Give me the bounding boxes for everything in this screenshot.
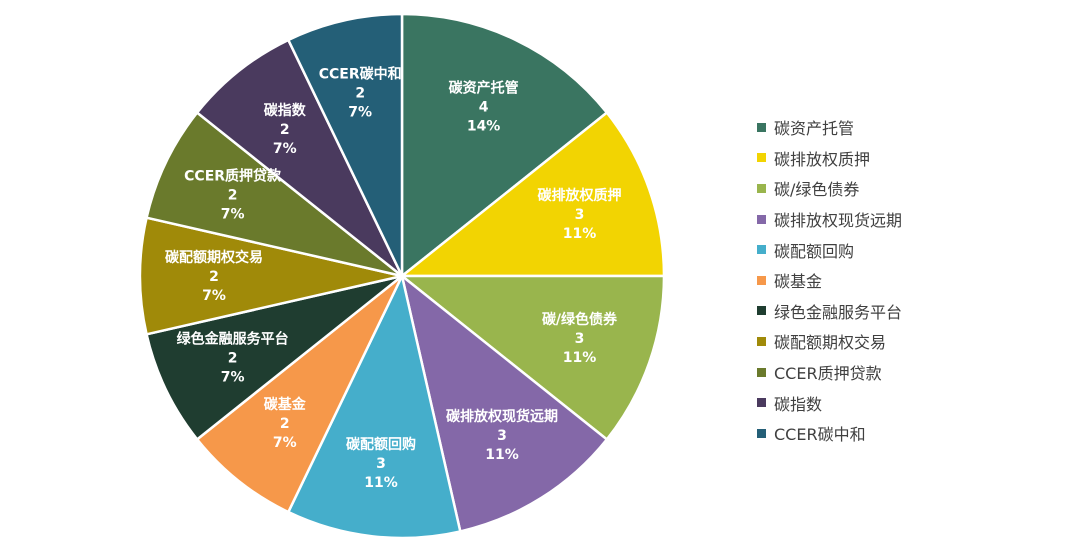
legend-swatch-3: [757, 214, 766, 224]
legend-item-5: 碳基金: [757, 265, 902, 296]
legend-label-8: CCER质押贷款: [774, 364, 882, 384]
slice-5-label: 碳基金: [264, 396, 307, 413]
pie-slice-labels: 碳资产托管 4 14% 碳排放权质押 3 11% 碳/绿色债券 3 11% 碳排放权现货远期 3 11…: [165, 66, 622, 491]
legend-item-4: 碳配额回购: [757, 234, 902, 265]
legend-label-0: 碳资产托管: [774, 119, 855, 139]
legend-swatch-10: [757, 428, 766, 438]
slice-0-label: 碳资产托管: [449, 80, 519, 97]
legend-item-7: 碳配额期权交易: [757, 326, 902, 357]
slice-8-value: 2: [228, 187, 238, 203]
slice-5-value: 2: [280, 416, 290, 432]
slice-5-percent: 7%: [273, 435, 297, 451]
slice-7-percent: 7%: [202, 288, 226, 304]
pie-slice-10: [287, 12, 404, 278]
pie-slice-2: [400, 274, 666, 441]
slice-1-percent: 11%: [563, 226, 597, 242]
legend-label-7: 碳配额期权交易: [774, 333, 887, 353]
slice-3-value: 3: [497, 428, 507, 444]
legend-swatch-2: [757, 183, 766, 193]
legend-item-6: 绿色金融服务平台: [757, 296, 902, 327]
pie-slice-7: [138, 216, 404, 336]
slice-4-label: 碳配额回购: [346, 436, 416, 453]
slice-8-label: CCER质押贷款: [184, 167, 282, 184]
slice-4-percent: 11%: [364, 475, 398, 491]
pie-slice-3: [400, 274, 609, 533]
legend-swatch-0: [757, 122, 766, 132]
pie-slice-8: [145, 111, 404, 278]
legend-label-10: CCER碳中和: [774, 425, 866, 445]
legend-swatch-7: [757, 336, 766, 346]
legend-item-10: CCER碳中和: [757, 418, 902, 449]
pie-slice-6: [145, 274, 404, 441]
slice-9-percent: 7%: [273, 141, 297, 157]
legend-label-3: 碳排放权现货远期: [774, 211, 903, 231]
legend-swatch-1: [757, 153, 766, 163]
slice-2-value: 3: [575, 331, 585, 347]
legend-swatch-4: [757, 245, 766, 255]
slice-6-percent: 7%: [221, 370, 245, 386]
legend-item-1: 碳排放权质押: [757, 143, 902, 174]
pie-slice-9: [195, 38, 404, 278]
slice-10-label: CCER碳中和: [319, 66, 402, 83]
pie-slice-4: [287, 274, 462, 540]
legend-label-2: 碳/绿色债券: [774, 180, 860, 200]
pie-slices: [138, 12, 666, 540]
legend-label-9: 碳指数: [774, 394, 823, 414]
slice-8-percent: 7%: [221, 206, 245, 222]
slice-6-label: 绿色金融服务平台: [177, 331, 289, 348]
slice-2-percent: 11%: [563, 350, 597, 366]
legend-swatch-6: [757, 306, 766, 316]
legend-label-5: 碳基金: [774, 272, 823, 292]
legend-label-4: 碳配额回购: [774, 241, 855, 261]
slice-7-value: 2: [209, 269, 219, 285]
legend-item-8: CCER质押贷款: [757, 357, 902, 388]
pie-slice-0: [400, 12, 609, 278]
slice-4-value: 3: [376, 456, 386, 472]
slice-1-value: 3: [575, 207, 585, 223]
slice-7-label: 碳配额期权交易: [165, 249, 263, 266]
legend-item-2: 碳/绿色债券: [757, 173, 902, 204]
slice-3-percent: 11%: [485, 447, 519, 463]
slice-0-percent: 14%: [467, 119, 501, 135]
legend-swatch-5: [757, 275, 766, 285]
legend-swatch-9: [757, 398, 766, 408]
legend-item-9: 碳指数: [757, 387, 902, 418]
legend-swatch-8: [757, 367, 766, 377]
slice-2-label: 碳/绿色债券: [542, 311, 618, 328]
legend-label-6: 绿色金融服务平台: [774, 302, 903, 322]
slice-6-value: 2: [228, 351, 238, 367]
pie-slice-5: [195, 274, 404, 514]
slice-1-label: 碳排放权质押: [538, 187, 622, 204]
slice-0-value: 4: [479, 100, 489, 116]
legend-label-1: 碳排放权质押: [774, 149, 871, 169]
slice-10-value: 2: [355, 86, 365, 102]
chart-legend: 碳资产托管碳排放权质押 碳/绿色债券碳排放权现货远期 碳配额回购碳基金绿色金融服务平…: [757, 112, 902, 449]
pie-slice-1: [400, 111, 666, 278]
slice-9-label: 碳指数: [264, 102, 307, 119]
slice-3-label: 碳排放权现货远期: [446, 408, 558, 425]
slice-10-percent: 7%: [348, 105, 372, 121]
legend-item-0: 碳资产托管: [757, 112, 902, 143]
slice-9-value: 2: [280, 122, 290, 138]
legend-item-3: 碳排放权现货远期: [757, 204, 902, 235]
